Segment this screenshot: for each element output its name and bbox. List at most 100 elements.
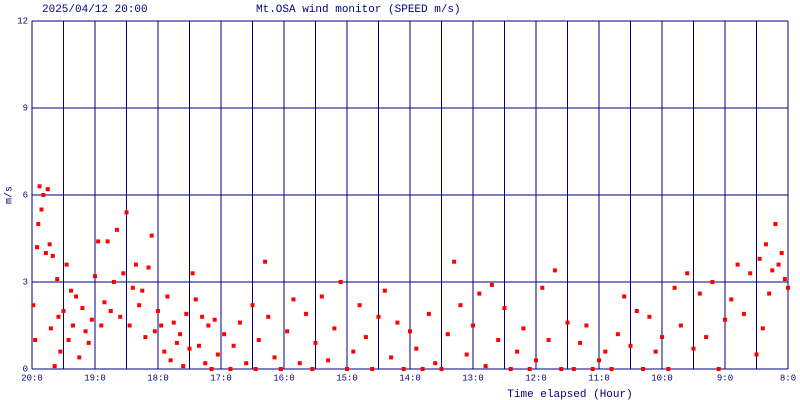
point bbox=[64, 262, 69, 267]
point bbox=[102, 300, 107, 305]
point bbox=[691, 346, 696, 351]
point bbox=[193, 297, 198, 302]
point bbox=[89, 317, 94, 322]
point bbox=[39, 207, 44, 212]
point bbox=[697, 291, 702, 296]
point bbox=[99, 323, 104, 328]
point bbox=[168, 358, 173, 363]
point bbox=[496, 338, 501, 342]
point bbox=[127, 323, 132, 328]
point bbox=[35, 245, 40, 250]
point bbox=[471, 323, 475, 328]
point bbox=[272, 355, 277, 360]
point bbox=[559, 367, 564, 371]
point bbox=[319, 294, 324, 299]
point bbox=[678, 323, 683, 328]
point bbox=[137, 303, 142, 308]
point bbox=[159, 323, 164, 328]
point bbox=[357, 303, 362, 308]
point bbox=[187, 346, 192, 351]
point bbox=[105, 239, 110, 244]
x-tick-label: 18:0 bbox=[147, 373, 169, 383]
x-tick-label: 13:0 bbox=[462, 373, 484, 383]
point bbox=[401, 367, 406, 371]
point bbox=[77, 355, 82, 360]
point bbox=[776, 262, 781, 267]
point bbox=[779, 251, 784, 255]
x-tick-label: 12:0 bbox=[525, 373, 547, 383]
point bbox=[165, 294, 170, 299]
point bbox=[376, 314, 381, 319]
point bbox=[363, 335, 368, 340]
point bbox=[628, 343, 633, 348]
point bbox=[729, 297, 734, 302]
point bbox=[615, 332, 620, 337]
point bbox=[508, 367, 513, 371]
x-tick-label: 11:0 bbox=[588, 373, 610, 383]
point bbox=[477, 291, 482, 296]
point bbox=[420, 367, 425, 371]
point bbox=[782, 277, 787, 282]
point bbox=[209, 367, 214, 371]
point bbox=[452, 259, 457, 264]
point bbox=[527, 367, 532, 371]
point bbox=[603, 349, 608, 354]
point bbox=[143, 335, 148, 340]
point bbox=[489, 282, 494, 287]
point bbox=[370, 367, 375, 371]
point bbox=[253, 367, 258, 371]
x-tick-label: 19:0 bbox=[84, 373, 106, 383]
point bbox=[43, 251, 48, 255]
y-axis-label: m/s bbox=[4, 186, 16, 204]
point bbox=[184, 311, 189, 316]
point bbox=[634, 309, 639, 313]
point bbox=[338, 280, 343, 284]
point bbox=[203, 361, 208, 366]
point bbox=[326, 358, 331, 363]
point bbox=[146, 265, 151, 270]
x-tick-label: 20:0 bbox=[21, 373, 43, 383]
point bbox=[52, 364, 57, 369]
point bbox=[464, 352, 469, 357]
point bbox=[502, 306, 507, 311]
point bbox=[285, 329, 290, 334]
point bbox=[278, 367, 283, 371]
point bbox=[458, 303, 463, 308]
point bbox=[45, 187, 50, 192]
point bbox=[584, 323, 589, 328]
point bbox=[50, 253, 55, 258]
point bbox=[37, 184, 42, 189]
point bbox=[748, 271, 753, 276]
point bbox=[93, 274, 97, 279]
point bbox=[622, 294, 627, 299]
point bbox=[760, 326, 765, 331]
point bbox=[735, 262, 740, 267]
point bbox=[672, 285, 677, 290]
point bbox=[222, 332, 227, 337]
point bbox=[439, 367, 444, 371]
point bbox=[58, 349, 63, 354]
point bbox=[571, 367, 576, 371]
point bbox=[83, 329, 88, 334]
point bbox=[149, 233, 154, 238]
point bbox=[56, 314, 61, 319]
point bbox=[266, 314, 271, 319]
point bbox=[741, 311, 746, 316]
point bbox=[763, 242, 768, 247]
point bbox=[597, 358, 601, 363]
point bbox=[80, 306, 85, 311]
point bbox=[414, 346, 419, 351]
y-tick-label: 9 bbox=[23, 103, 28, 113]
point bbox=[647, 314, 652, 319]
point bbox=[395, 320, 400, 325]
point bbox=[206, 323, 211, 328]
y-tick-label: 12 bbox=[17, 16, 28, 26]
point bbox=[426, 311, 431, 316]
point bbox=[332, 326, 337, 331]
point bbox=[773, 222, 778, 226]
point bbox=[565, 320, 570, 325]
point bbox=[86, 340, 91, 345]
point bbox=[66, 338, 71, 342]
point bbox=[546, 338, 551, 342]
point bbox=[382, 288, 387, 293]
